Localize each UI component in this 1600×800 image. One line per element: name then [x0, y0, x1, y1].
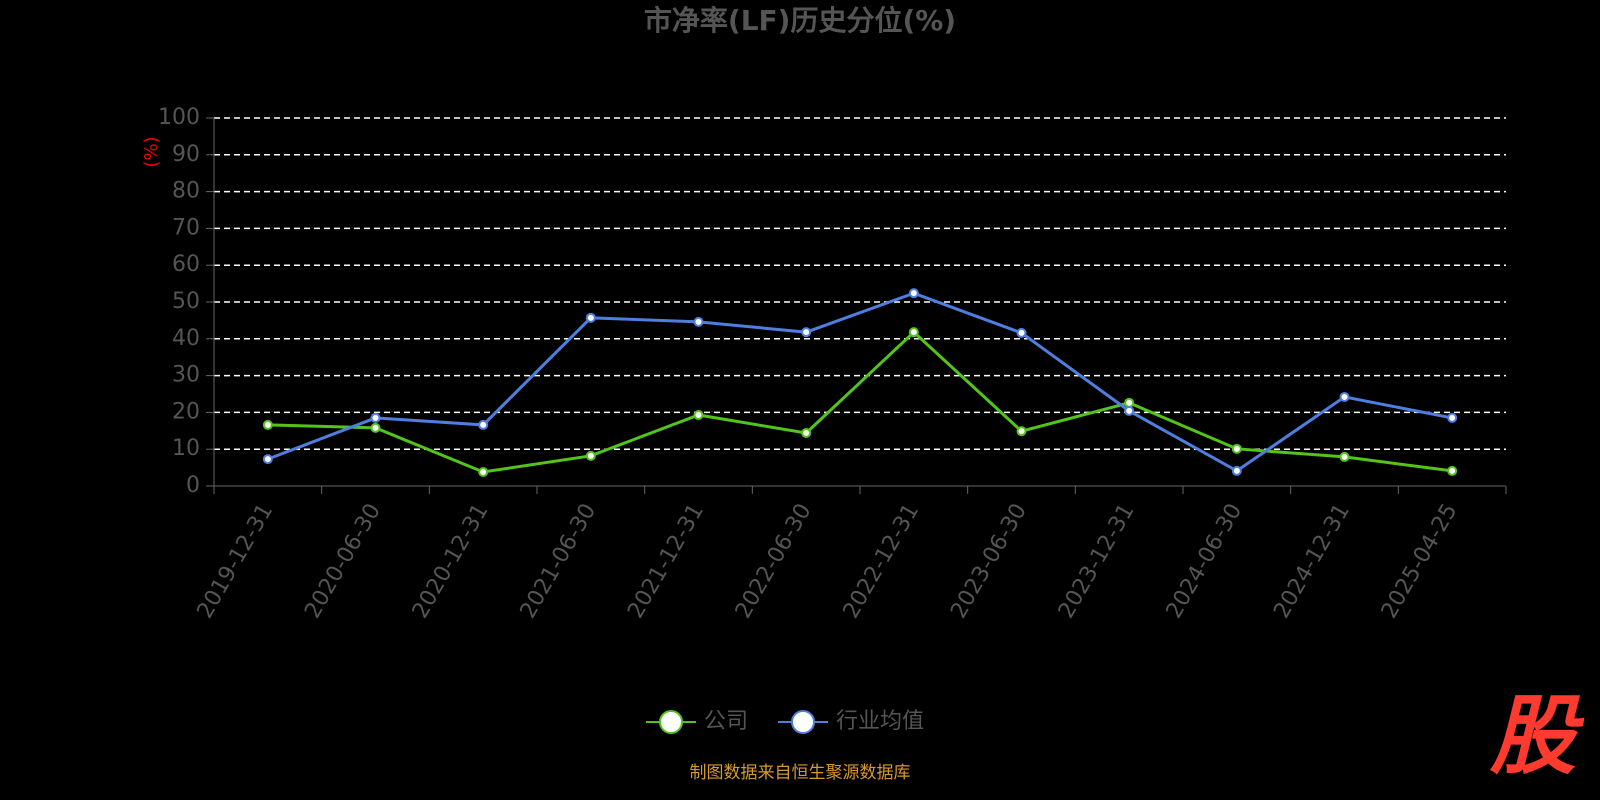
data-point: [1124, 397, 1135, 408]
data-point: [478, 467, 489, 478]
x-tick-label: 2023-12-31: [1054, 500, 1140, 623]
y-axis-label: (%): [141, 136, 162, 167]
series-line: [267, 330, 1453, 474]
x-tick-label: 2020-12-31: [408, 499, 494, 622]
data-point: [693, 316, 704, 327]
series-line: [267, 291, 1453, 473]
data-point: [801, 327, 812, 338]
y-tick-label: 10: [172, 436, 200, 461]
x-tick-label: 2025-04-25: [1377, 500, 1463, 623]
x-tick-label: 2024-12-31: [1269, 500, 1355, 623]
y-tick-label: 80: [172, 179, 200, 204]
data-point: [262, 454, 273, 465]
x-tick-label: 2020-06-30: [300, 500, 386, 623]
data-point: [262, 419, 273, 430]
x-tick-label: 2022-06-30: [731, 500, 817, 623]
x-tick-label: 2021-12-31: [623, 500, 709, 623]
watermark: 股: [1489, 686, 1585, 786]
x-tick-label: 2023-06-30: [946, 500, 1032, 623]
data-point: [1016, 426, 1027, 437]
data-point: [1339, 391, 1350, 402]
y-tick-label: 100: [158, 105, 200, 130]
y-tick-label: 40: [172, 326, 200, 351]
y-tick-label: 90: [172, 142, 200, 167]
data-point: [585, 312, 596, 323]
data-point: [585, 450, 596, 461]
data-point: [1339, 451, 1350, 462]
y-tick-label: 50: [172, 289, 200, 314]
data-point: [1231, 443, 1242, 454]
y-tick-label: 20: [172, 399, 200, 424]
x-tick-label: 2024-06-30: [1162, 500, 1248, 623]
x-tick-label: 2019-12-31: [193, 500, 279, 623]
x-tick-label: 2022-12-31: [839, 499, 925, 622]
data-point: [478, 419, 489, 430]
y-tick-label: 30: [172, 363, 200, 388]
legend-marker[interactable]: [659, 710, 683, 734]
data-point: [801, 428, 812, 439]
legend-marker[interactable]: [791, 710, 816, 734]
legend-label[interactable]: 公司: [704, 709, 748, 734]
data-point: [1447, 465, 1458, 476]
data-point: [370, 412, 381, 423]
data-point: [1231, 465, 1242, 476]
y-tick-label: 0: [186, 473, 200, 498]
x-tick-label: 2021-06-30: [516, 500, 602, 623]
y-tick-label: 70: [172, 215, 200, 240]
legend-label[interactable]: 行业均值: [836, 709, 924, 734]
data-point: [370, 422, 381, 433]
data-point: [1124, 405, 1135, 416]
data-point: [693, 409, 704, 420]
source-note: 制图数据来自恒生聚源数据库: [690, 763, 911, 783]
data-point: [1447, 412, 1458, 423]
data-point: [1016, 327, 1027, 338]
data-point: [908, 327, 919, 338]
chart-title: 市净率(LF)历史分位(%): [644, 4, 956, 37]
y-tick-label: 60: [172, 252, 200, 277]
data-point: [908, 288, 919, 299]
